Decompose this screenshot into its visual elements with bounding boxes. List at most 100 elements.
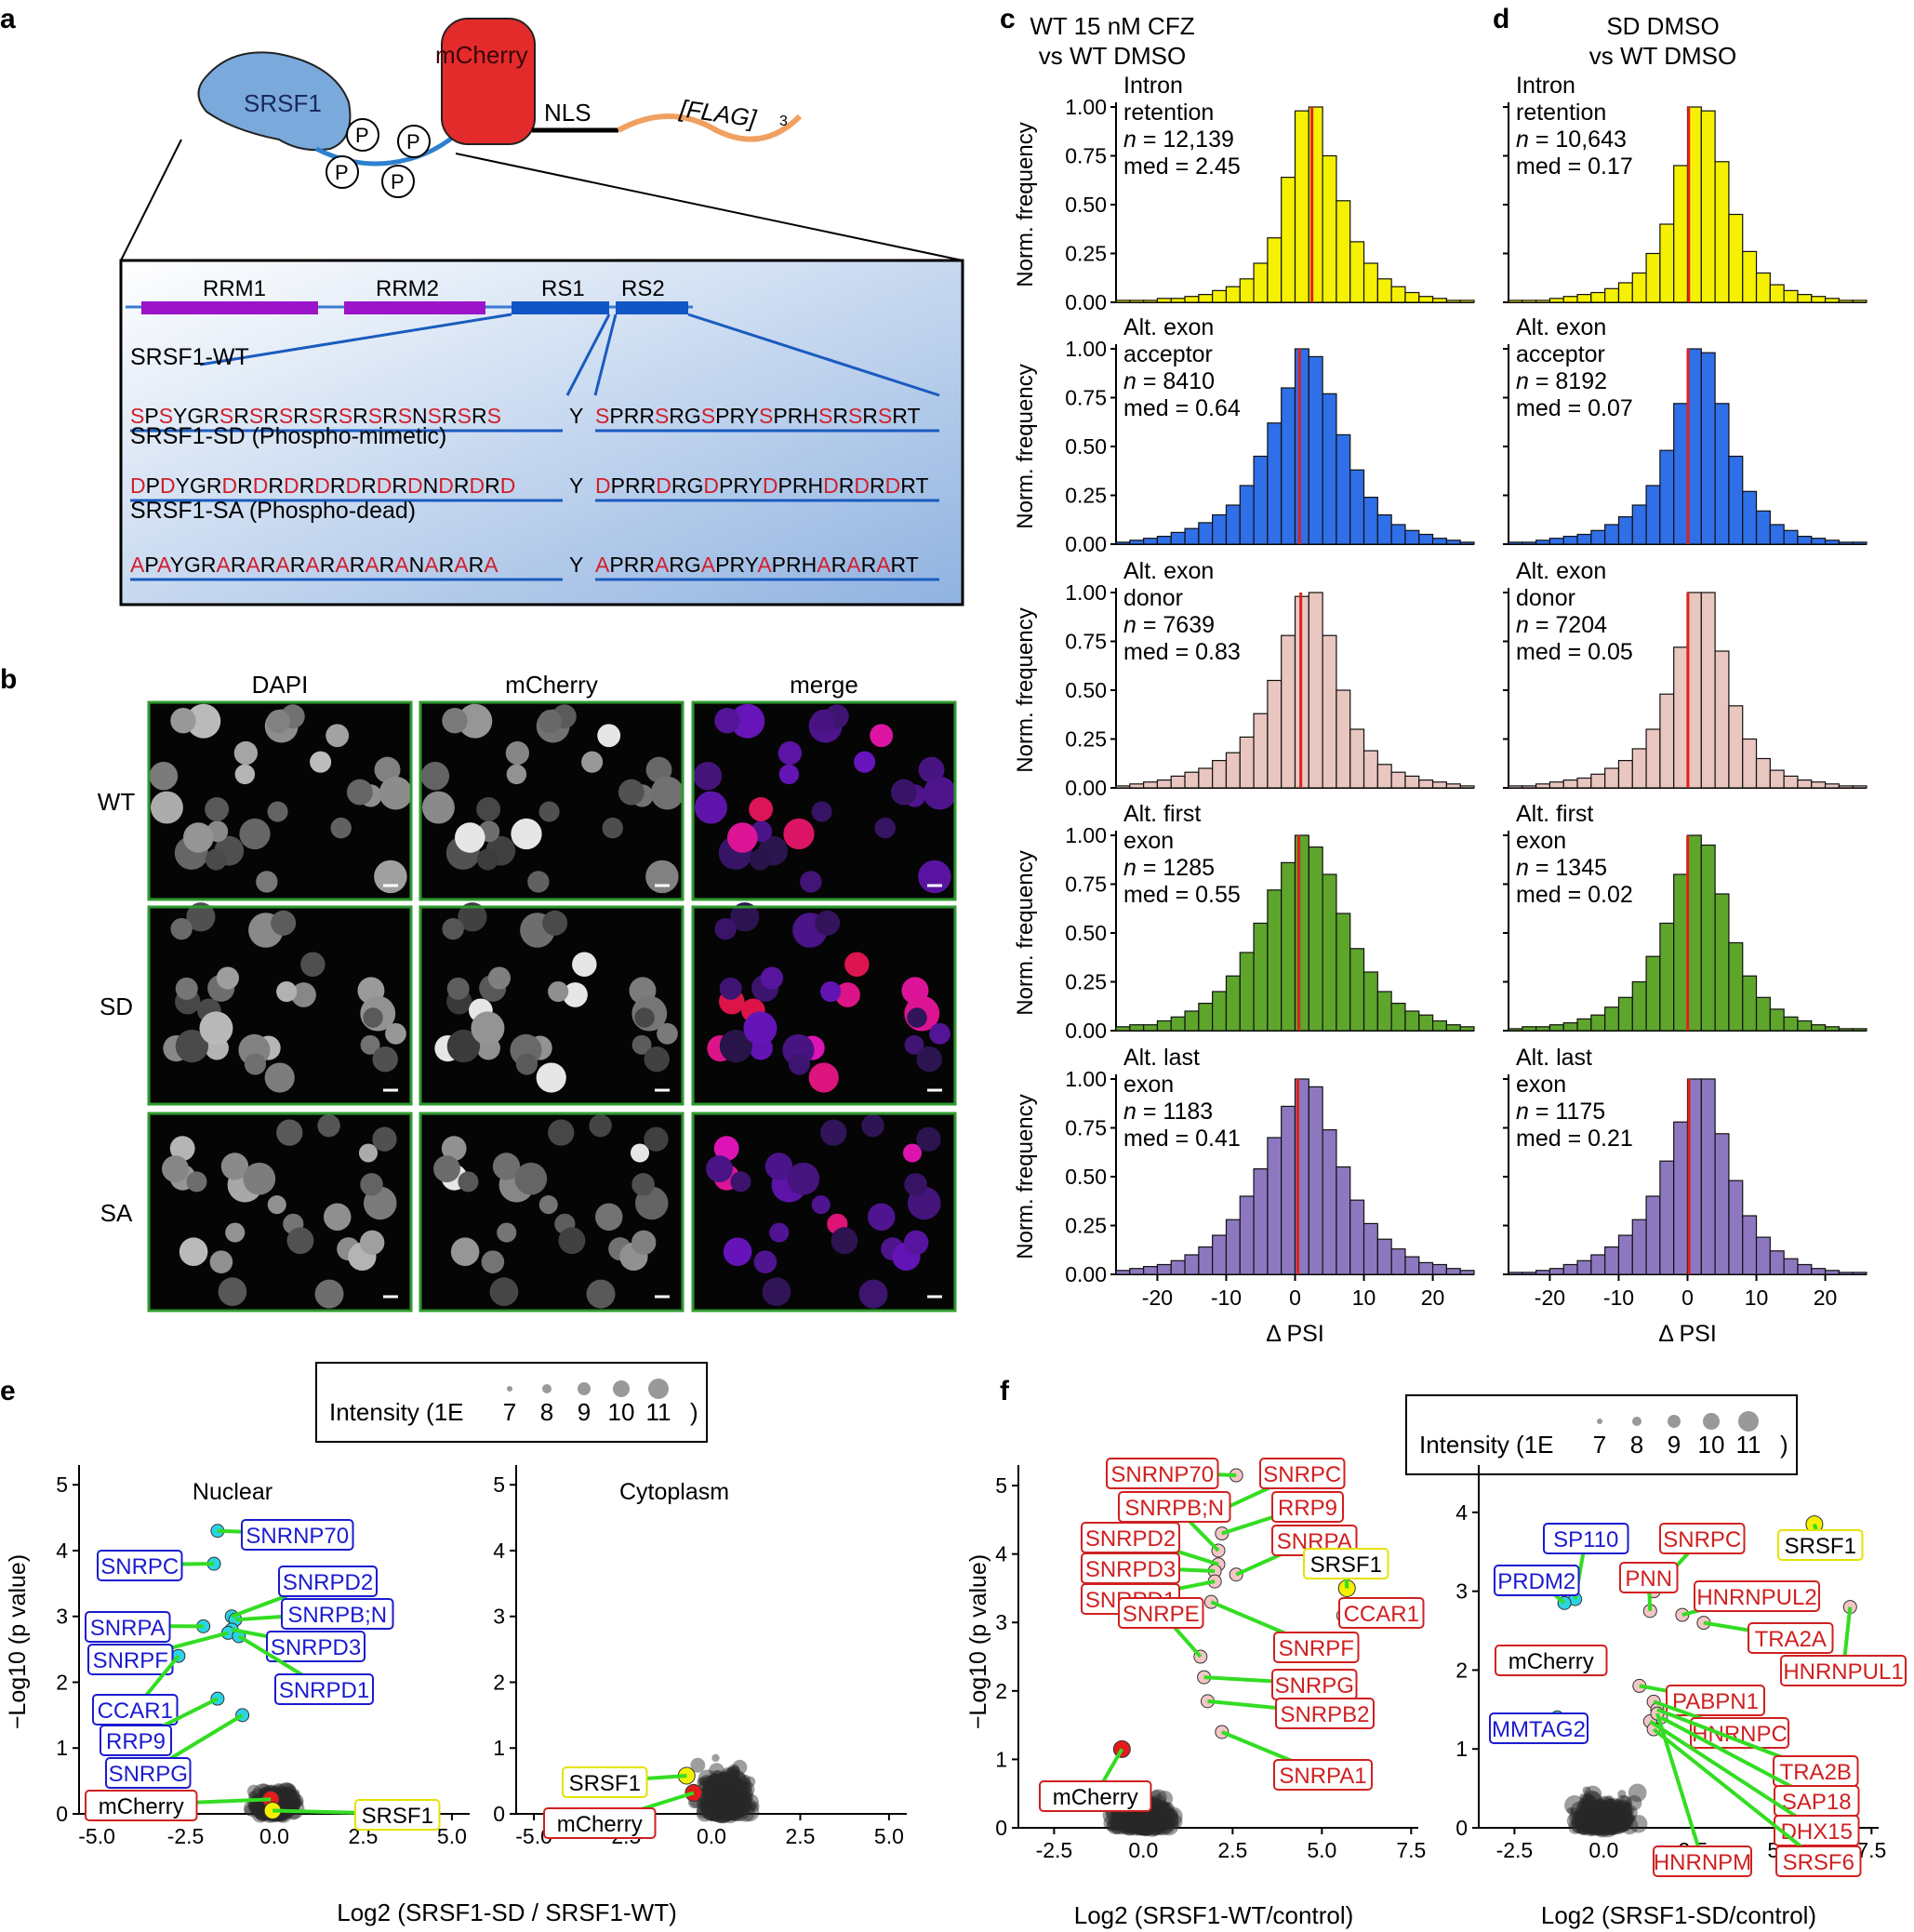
legend-size-dot: [507, 1386, 512, 1392]
background-protein-point: [707, 1801, 722, 1816]
hist-bar: [1294, 110, 1309, 303]
scatter-y-tick-label: 2: [56, 1670, 68, 1694]
background-protein-point: [1133, 1812, 1150, 1828]
background-protein-point: [1602, 1819, 1610, 1826]
micro-image-frame: [691, 700, 957, 901]
nucleus-blob: [346, 779, 373, 806]
background-protein-point: [1615, 1821, 1622, 1829]
background-protein-point: [1148, 1822, 1158, 1832]
nucleus-blob: [858, 1279, 888, 1309]
callout-label: SNRPB2: [1280, 1702, 1369, 1727]
background-protein-point: [1601, 1814, 1614, 1827]
background-protein-point: [1609, 1819, 1622, 1832]
background-protein-point: [1602, 1820, 1610, 1829]
background-protein-point: [1619, 1821, 1628, 1832]
stat-med: med = 0.17: [1516, 153, 1633, 180]
hist-bar: [1239, 736, 1255, 789]
background-protein-point: [1614, 1816, 1629, 1832]
background-protein-point: [1626, 1806, 1635, 1816]
hist-bar: [1783, 1016, 1799, 1032]
background-protein-point: [1583, 1807, 1602, 1827]
background-protein-point: [740, 1803, 760, 1822]
hist-bar: [1686, 834, 1702, 1032]
nucleus-blob: [323, 1203, 352, 1231]
background-protein-point: [1588, 1821, 1602, 1833]
callout-label: SNRPD2: [1085, 1526, 1176, 1552]
background-protein-point: [1138, 1819, 1146, 1826]
background-protein-point: [1110, 1820, 1122, 1832]
background-protein-point: [1592, 1800, 1607, 1816]
variant-seq-part2: DPRRDRGDPRYDPRHDRDRDRT: [595, 473, 928, 498]
background-protein-point: [1138, 1819, 1155, 1836]
background-protein-point: [703, 1787, 721, 1805]
background-protein-point: [718, 1786, 736, 1804]
hist-bar: [1548, 538, 1564, 545]
background-protein-point: [1146, 1806, 1165, 1827]
background-protein-point: [1598, 1815, 1618, 1835]
background-protein-point: [1140, 1811, 1148, 1819]
background-protein-point: [1581, 1805, 1602, 1825]
nucleus-blob: [558, 1227, 586, 1255]
background-protein-point: [1124, 1822, 1133, 1832]
hist-y-tick-label: 0.25: [1065, 242, 1107, 266]
nucleus-blob: [870, 724, 894, 748]
hist-bar: [1728, 455, 1744, 545]
background-protein-point: [1613, 1812, 1620, 1819]
hist-bar: [1852, 785, 1867, 789]
background-protein-point: [724, 1788, 735, 1799]
background-protein-point: [1161, 1807, 1177, 1823]
nucleus-blob: [694, 791, 727, 824]
background-protein-point: [738, 1797, 749, 1808]
hist-bar: [1769, 284, 1785, 303]
background-protein-point: [1146, 1815, 1160, 1830]
hist-bar: [1838, 541, 1854, 545]
panel-c-title-line2: vs WT DMSO: [1039, 42, 1186, 70]
background-protein-point: [721, 1801, 734, 1814]
hist-bar: [1811, 1268, 1827, 1275]
background-protein-point: [1148, 1819, 1157, 1829]
background-protein-point: [1600, 1820, 1613, 1833]
domain-rs1-label: RS1: [541, 276, 585, 301]
background-protein-point: [697, 1800, 713, 1817]
background-protein-point: [711, 1801, 725, 1816]
background-protein-point: [1163, 1820, 1176, 1832]
background-protein-point: [1608, 1812, 1624, 1828]
nuclear-title: Nuclear: [193, 1479, 272, 1505]
hist-bar: [1212, 289, 1228, 303]
background-protein-point: [715, 1790, 736, 1810]
callout-box: [266, 1631, 366, 1662]
background-protein-point: [710, 1782, 721, 1794]
nucleus-blob: [363, 1007, 383, 1028]
hist-bar: [1522, 300, 1537, 303]
background-protein-point: [1591, 1800, 1612, 1820]
background-protein-point: [1582, 1815, 1603, 1835]
stat-line2: exon: [1516, 1072, 1566, 1098]
background-protein-point: [1611, 1819, 1624, 1832]
background-protein-point: [1582, 1816, 1590, 1824]
background-protein-point: [1142, 1818, 1163, 1837]
background-protein-point: [1145, 1821, 1157, 1833]
background-protein-point: [1575, 1801, 1591, 1817]
hist-bar: [1143, 1024, 1159, 1032]
nucleus-blob: [548, 980, 569, 1003]
background-protein-point: [720, 1804, 740, 1824]
nucleus-blob: [730, 1171, 751, 1193]
hist-bar: [1267, 422, 1283, 545]
stat-med-value: 0.07: [1588, 395, 1633, 421]
background-protein-point: [1136, 1813, 1155, 1832]
background-protein-point: [1603, 1806, 1611, 1814]
nucleus-blob: [218, 1277, 247, 1307]
callout-label: SNRPF: [1279, 1636, 1354, 1661]
background-protein-point: [1594, 1822, 1603, 1832]
rrm2-bar: [344, 301, 485, 314]
background-protein-point: [1137, 1819, 1149, 1830]
background-protein-point: [1136, 1816, 1150, 1830]
callout-box: [85, 1790, 198, 1821]
nucleus-blob: [657, 1022, 678, 1045]
scatter-x-tick-label: -2.5: [1036, 1838, 1073, 1862]
background-protein-point: [1591, 1806, 1603, 1819]
background-protein-point: [713, 1790, 734, 1810]
background-protein-point: [1593, 1820, 1608, 1835]
hist-bar: [1322, 154, 1337, 303]
scatter-x-tick-label: 0.0: [697, 1824, 726, 1848]
